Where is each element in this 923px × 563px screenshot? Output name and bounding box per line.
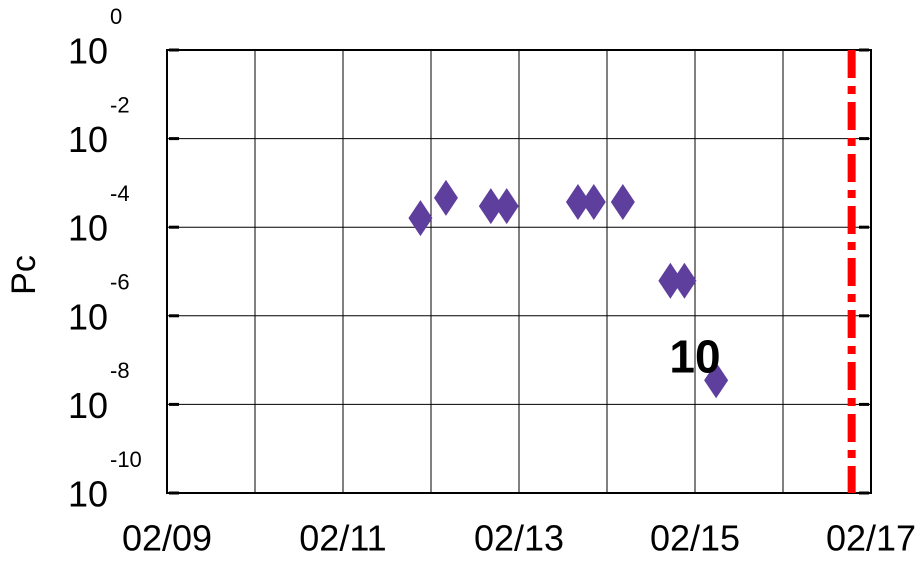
x-tick-label: 02/13 bbox=[474, 518, 564, 559]
point bbox=[565, 184, 590, 221]
point bbox=[581, 184, 606, 221]
x-tick-label: 02/11 bbox=[299, 518, 386, 559]
y-tick-exponent: 0 bbox=[110, 4, 122, 29]
x-tick-label: 02/15 bbox=[650, 518, 740, 559]
point bbox=[478, 188, 503, 225]
point bbox=[610, 184, 635, 221]
point bbox=[433, 179, 458, 216]
y-tick-label: 10 bbox=[68, 119, 108, 160]
y-tick-label: 10 bbox=[68, 208, 108, 249]
y-tick-label: 10 bbox=[68, 385, 108, 426]
x-tick-label: 02/09 bbox=[122, 518, 212, 559]
y-tick-label: 10 bbox=[68, 296, 108, 337]
point bbox=[704, 362, 729, 399]
y-tick-exponent: -10 bbox=[110, 447, 142, 472]
y-tick-label: 10 bbox=[68, 31, 108, 72]
x-tick-label: 02/17 bbox=[826, 518, 916, 559]
point bbox=[408, 200, 433, 237]
plot-frame bbox=[166, 49, 872, 494]
y-tick-exponent: -4 bbox=[110, 181, 130, 206]
y-tick-label: 10 bbox=[68, 474, 108, 515]
y-tick-exponent: -8 bbox=[110, 358, 130, 383]
y-tick-exponent: -2 bbox=[110, 92, 130, 117]
point bbox=[672, 262, 697, 299]
y-tick-exponent: -6 bbox=[110, 270, 130, 295]
y-axis-label: Pc bbox=[5, 255, 43, 295]
point bbox=[494, 188, 519, 225]
annotation: 10 bbox=[669, 330, 720, 382]
point bbox=[658, 262, 683, 299]
